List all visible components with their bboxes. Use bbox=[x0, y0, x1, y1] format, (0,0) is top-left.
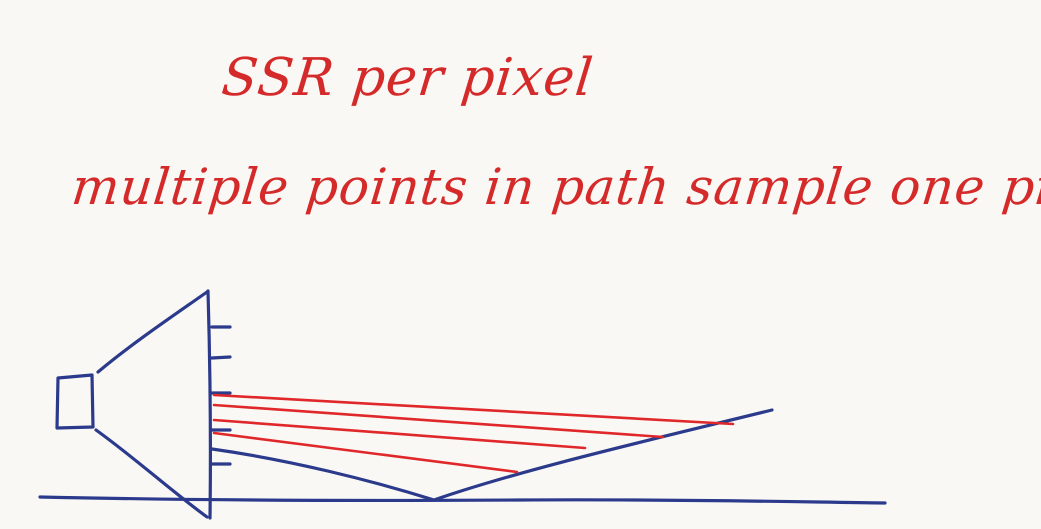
sample-ray-2 bbox=[212, 403, 665, 439]
pixel-tick bbox=[210, 355, 232, 360]
sample-ray-3 bbox=[212, 418, 587, 450]
sample-ray-4 bbox=[212, 431, 519, 474]
screen-plane bbox=[206, 289, 212, 520]
frustum-top-edge bbox=[96, 290, 209, 374]
camera-icon bbox=[55, 373, 95, 430]
frustum-bottom-edge bbox=[94, 428, 209, 519]
reflection-surface bbox=[210, 408, 774, 502]
sample-ray-1 bbox=[212, 393, 735, 426]
ground-line bbox=[38, 495, 887, 505]
